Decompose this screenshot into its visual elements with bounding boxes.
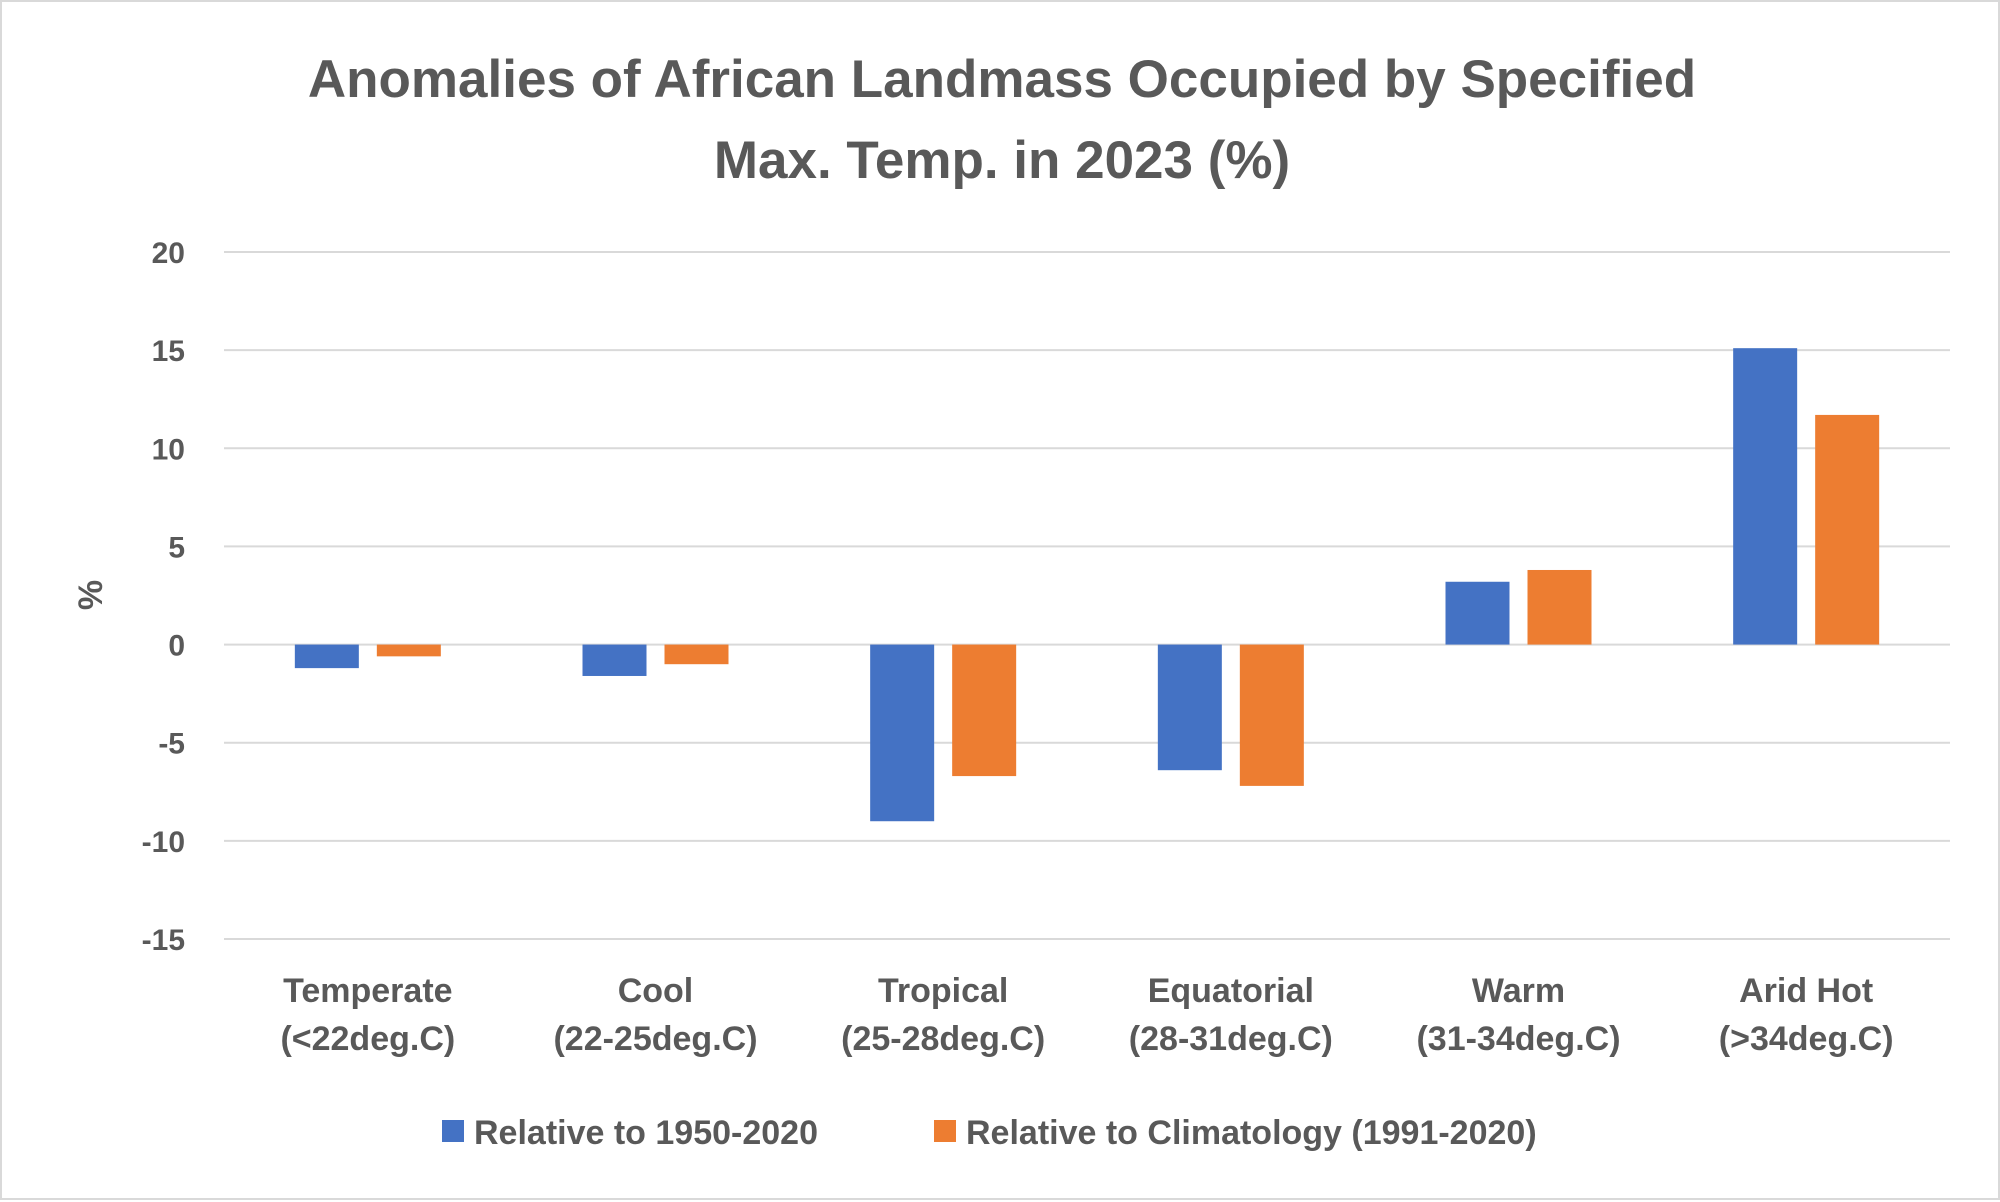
bar-series-2: [1815, 414, 1880, 645]
y-tick-label: -10: [142, 826, 185, 859]
bar-series-2: [952, 644, 1017, 777]
gridlines: [224, 251, 1950, 940]
x-axis-categories: Temperate (<22deg.C) Cool (22-25deg.C) Tropi…: [280, 972, 1893, 1058]
y-tick-label: -15: [142, 924, 185, 957]
bar-series-1: [294, 644, 359, 669]
y-tick-label: 15: [152, 335, 185, 368]
x-category-label: (22-25deg.C): [553, 1020, 757, 1058]
legend-swatch-series-2: [934, 1120, 956, 1142]
bar-series-2: [1527, 569, 1592, 645]
x-category-label: Arid Hot: [1739, 972, 1873, 1010]
x-category-label: Tropical: [878, 972, 1008, 1010]
legend-label-series-2: Relative to Climatology (1991-2020): [966, 1114, 1537, 1152]
x-category-label: (28-31deg.C): [1129, 1020, 1333, 1058]
bars: [294, 348, 1880, 822]
legend-swatch-series-1: [442, 1120, 464, 1142]
y-tick-label: 20: [152, 237, 185, 270]
x-category-label: Temperate: [283, 972, 452, 1010]
bar-series-1: [1157, 644, 1222, 771]
y-tick-label: -5: [158, 728, 185, 761]
chart-title: Anomalies of African Landmass Occupied b…: [308, 50, 1696, 190]
bar-series-1: [1733, 348, 1798, 645]
x-category-label: (25-28deg.C): [841, 1020, 1045, 1058]
y-axis-label: %: [72, 580, 110, 610]
y-tick-label: 10: [152, 433, 185, 466]
bar-series-2: [1239, 644, 1304, 786]
chart-title-line-1: Anomalies of African Landmass Occupied b…: [308, 50, 1696, 109]
y-tick-label: 0: [168, 630, 185, 663]
x-category-label: Cool: [618, 972, 694, 1010]
legend: Relative to 1950-2020 Relative to Climato…: [442, 1114, 1537, 1152]
bar-series-1: [1445, 581, 1510, 645]
bar-series-1: [582, 644, 647, 676]
bar-series-2: [664, 644, 729, 665]
y-axis-ticks: 20 15 10 5 0 -5 -10 -15: [142, 237, 185, 957]
x-category-label: Warm: [1472, 972, 1565, 1010]
bar-series-1: [870, 644, 935, 822]
x-category-label: (>34deg.C): [1719, 1020, 1894, 1058]
y-tick-label: 5: [168, 531, 185, 564]
bar-series-2: [376, 644, 441, 657]
x-category-label: (<22deg.C): [280, 1020, 455, 1058]
x-category-label: (31-34deg.C): [1416, 1020, 1620, 1058]
x-category-label: Equatorial: [1148, 972, 1314, 1010]
chart-title-line-2: Max. Temp. in 2023 (%): [714, 131, 1290, 190]
legend-label-series-1: Relative to 1950-2020: [474, 1114, 818, 1152]
